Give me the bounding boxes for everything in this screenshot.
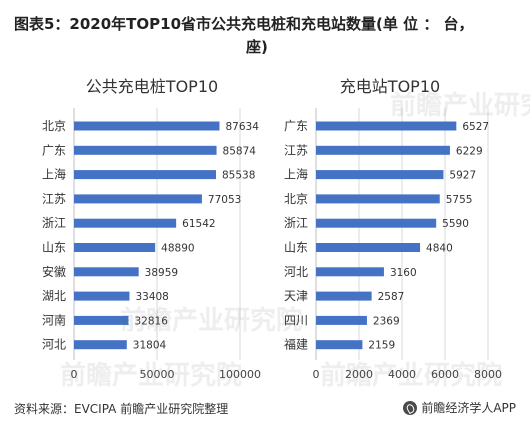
x-tick-label: 0 — [71, 368, 78, 381]
data-label: 2587 — [378, 291, 405, 303]
bar — [316, 121, 457, 131]
bar — [316, 218, 437, 228]
category-label: 上海 — [42, 167, 66, 182]
data-label: 32816 — [134, 315, 168, 327]
x-tick-label: 4000 — [388, 368, 416, 381]
x-tick-label: 50000 — [140, 368, 175, 381]
bar — [316, 315, 367, 325]
data-label: 5927 — [449, 170, 476, 182]
brand-name: 前瞻经济学人APP — [421, 401, 516, 415]
chart-title: 公共充电桩TOP10 — [86, 77, 218, 96]
data-label: 6229 — [456, 145, 483, 157]
data-label: 5755 — [446, 194, 473, 206]
bar — [316, 243, 421, 252]
figure-title: 图表5：2020年TOP10省市公共充电桩和充电站数量(单 位 ： 台， — [14, 15, 474, 33]
bar — [74, 243, 156, 252]
bar — [74, 170, 216, 180]
source-note: 资料来源：EVCIPA 前瞻产业研究院整理 — [14, 402, 229, 416]
x-tick-label: 0 — [313, 368, 320, 381]
category-label: 浙江 — [42, 216, 66, 230]
category-label: 河北 — [284, 265, 308, 279]
bar — [316, 291, 372, 301]
bar — [74, 218, 177, 228]
bar — [316, 267, 384, 277]
category-label: 山东 — [42, 241, 66, 255]
bar — [74, 194, 202, 204]
bar — [316, 170, 444, 180]
data-label: 3160 — [390, 267, 417, 279]
bar — [74, 315, 129, 325]
data-label: 6527 — [462, 121, 489, 133]
bar — [316, 145, 450, 155]
brand-credit: 前瞻经济学人APP — [403, 399, 516, 416]
data-label: 85538 — [222, 170, 255, 182]
category-label: 天津 — [284, 289, 308, 303]
category-label: 山东 — [284, 241, 308, 255]
category-label: 四川 — [284, 313, 308, 327]
x-tick-label: 100000 — [219, 368, 261, 381]
bar — [74, 291, 130, 301]
figure-title-line2: 座) — [246, 38, 268, 56]
data-label: 87634 — [225, 121, 259, 133]
x-tick-label: 8000 — [474, 368, 502, 381]
data-label: 85874 — [223, 145, 257, 157]
category-label: 河南 — [42, 312, 66, 327]
category-label: 湖北 — [42, 288, 66, 303]
category-label: 福建 — [284, 337, 308, 352]
bar — [74, 340, 127, 350]
category-label: 广东 — [42, 143, 66, 157]
category-label: 上海 — [284, 167, 308, 182]
category-label: 北京 — [284, 192, 308, 206]
bar — [316, 340, 363, 350]
chart-title: 充电站TOP10 — [340, 77, 440, 96]
bar — [316, 194, 440, 204]
data-label: 4840 — [426, 243, 453, 255]
category-label: 江苏 — [284, 143, 308, 157]
category-label: 北京 — [42, 119, 66, 133]
bar — [74, 267, 139, 277]
data-label: 5590 — [442, 218, 469, 230]
data-label: 33408 — [135, 291, 168, 303]
category-label: 河北 — [42, 338, 66, 352]
data-label: 38959 — [145, 267, 178, 279]
data-label: 2159 — [368, 340, 395, 352]
bar — [74, 145, 217, 155]
data-label: 2369 — [373, 315, 400, 327]
category-label: 安徽 — [42, 264, 66, 279]
brand-logo-icon — [403, 400, 418, 415]
x-tick-label: 2000 — [345, 368, 373, 381]
category-label: 浙江 — [284, 216, 308, 230]
data-label: 61542 — [182, 218, 215, 230]
category-label: 广东 — [284, 119, 308, 133]
bar — [74, 121, 220, 131]
data-label: 48890 — [161, 243, 194, 255]
data-label: 31804 — [133, 340, 167, 352]
category-label: 江苏 — [42, 192, 66, 206]
data-label: 77053 — [208, 194, 241, 206]
x-tick-label: 6000 — [431, 368, 459, 381]
